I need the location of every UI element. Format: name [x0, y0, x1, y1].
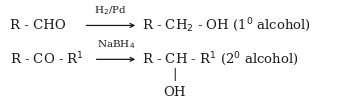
Text: R - CH - R$^1$ (2$^0$ alcohol): R - CH - R$^1$ (2$^0$ alcohol) [142, 51, 298, 68]
Text: H$_2$/Pd: H$_2$/Pd [94, 4, 127, 17]
Text: |: | [173, 68, 177, 81]
Text: R - CO - R$^1$: R - CO - R$^1$ [10, 51, 84, 68]
Text: OH: OH [164, 86, 186, 99]
Text: R - CHO: R - CHO [10, 19, 66, 32]
Text: R - CH$_2$ - OH (1$^0$ alcohol): R - CH$_2$ - OH (1$^0$ alcohol) [142, 17, 311, 34]
Text: NaBH$_4$: NaBH$_4$ [97, 38, 135, 51]
